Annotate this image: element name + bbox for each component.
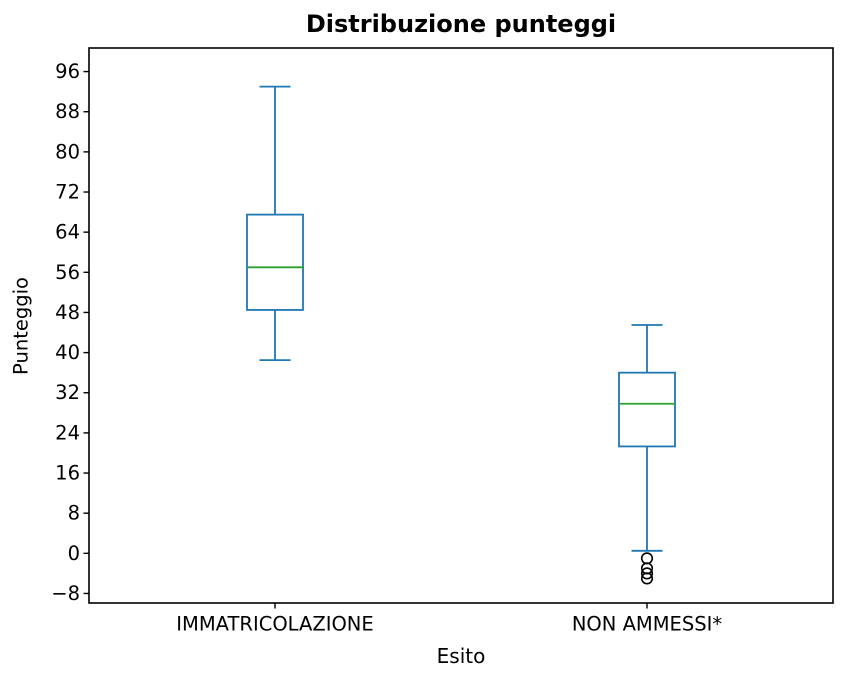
plot-area xyxy=(89,48,833,603)
y-tick-label: 8 xyxy=(68,502,80,525)
y-tick-label: 64 xyxy=(55,221,80,244)
y-tick-label: −8 xyxy=(51,582,80,605)
y-tick-label: 96 xyxy=(55,60,80,83)
y-tick-label: 40 xyxy=(55,341,80,364)
y-tick-label: 24 xyxy=(55,421,80,444)
y-tick-label: 72 xyxy=(55,181,80,204)
y-tick-label: 48 xyxy=(55,301,80,324)
y-tick-label: 56 xyxy=(55,261,80,284)
y-tick-label: 0 xyxy=(68,542,80,565)
y-tick-label: 80 xyxy=(55,140,80,163)
x-axis-label: Esito xyxy=(436,644,486,668)
y-axis-label: Punteggio xyxy=(9,277,33,375)
y-tick-label: 16 xyxy=(55,462,80,485)
y-tick-label: 88 xyxy=(55,100,80,123)
y-tick-label: 32 xyxy=(55,381,80,404)
chart-title: Distribuzione punteggi xyxy=(305,10,617,38)
x-tick-label: IMMATRICOLAZIONE xyxy=(176,612,373,635)
x-tick-label: NON AMMESSI* xyxy=(572,612,723,635)
